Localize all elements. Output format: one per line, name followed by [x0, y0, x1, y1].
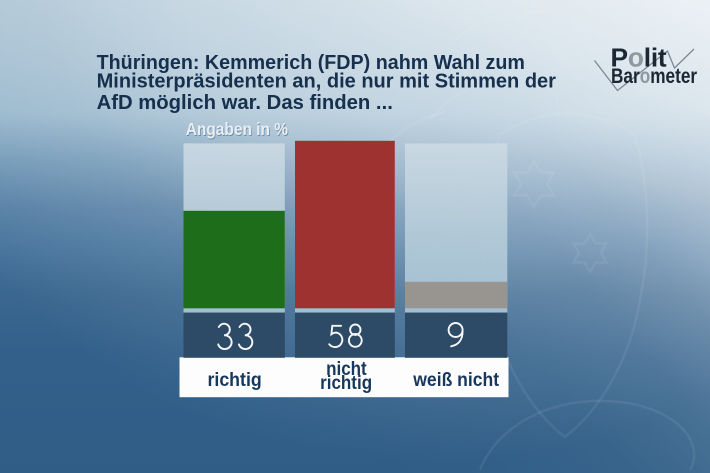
svg-text:richtig: richtig: [207, 368, 261, 390]
svg-text:Polit: Polit: [611, 43, 667, 73]
svg-text:Thüringen: Kemmerich (FDP) nah: Thüringen: Kemmerich (FDP) nahm Wahl zum: [97, 52, 525, 74]
svg-text:nicht: nicht: [326, 357, 367, 379]
svg-text:weiß nicht: weiß nicht: [412, 368, 499, 390]
svg-text:Barometer: Barometer: [611, 66, 698, 89]
svg-text:richtig: richtig: [320, 371, 372, 393]
svg-text:Angaben in %: Angaben in %: [186, 120, 289, 140]
svg-text:Angaben in %: Angaben in %: [186, 119, 289, 139]
svg-text:AfD möglich war. Das finden ..: AfD möglich war. Das finden ...: [97, 92, 393, 114]
svg-text:Ministerpräsidenten an, die nu: Ministerpräsidenten an, die nur mit Stim…: [97, 70, 557, 92]
